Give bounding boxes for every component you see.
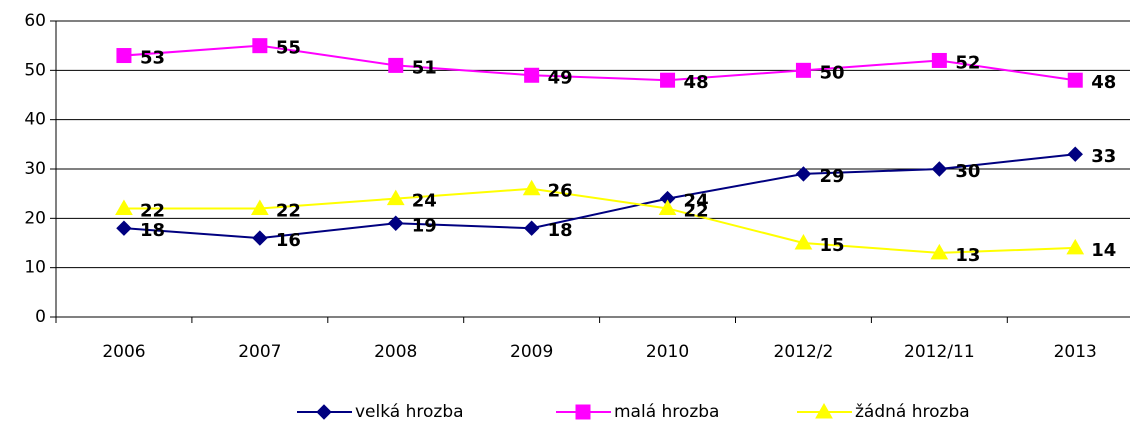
marker (575, 404, 591, 420)
data-label: 22 (140, 200, 165, 221)
data-label: 55 (276, 38, 301, 59)
marker (252, 230, 268, 246)
marker (523, 220, 540, 236)
marker (658, 199, 677, 215)
data-label: 19 (412, 215, 437, 236)
marker (116, 48, 132, 64)
marker (795, 166, 812, 182)
y-tick-label: 20 (24, 208, 46, 228)
marker (116, 220, 132, 236)
marker (316, 404, 332, 420)
marker (250, 199, 269, 215)
marker (794, 233, 813, 250)
data-label: 53 (140, 48, 165, 69)
data-label: 26 (548, 181, 573, 202)
x-tick-label: 2006 (102, 342, 145, 362)
data-label: 24 (684, 191, 709, 212)
data-label: 33 (1091, 146, 1116, 167)
marker (1067, 72, 1083, 88)
marker (1066, 238, 1085, 255)
data-label: 29 (819, 166, 844, 187)
series-line (123, 44, 1076, 82)
y-tick-label: 50 (24, 60, 46, 80)
marker (815, 402, 833, 419)
data-label: 18 (140, 220, 165, 241)
data-label: 18 (548, 220, 573, 241)
data-label: 16 (276, 230, 301, 251)
legend-label: velká hrozba (355, 402, 464, 422)
legend-label: žádná hrozba (855, 402, 970, 422)
marker (522, 179, 541, 196)
x-tick-label: 2007 (238, 342, 281, 362)
marker (524, 67, 540, 83)
marker (931, 52, 947, 68)
data-label: 48 (684, 72, 709, 93)
data-label: 48 (1091, 72, 1116, 93)
marker (930, 243, 949, 260)
x-tick-label: 2009 (510, 342, 553, 362)
x-tick-label: 2013 (1054, 342, 1097, 362)
y-tick-label: 40 (24, 110, 46, 130)
marker (660, 72, 676, 88)
y-tick-label: 10 (24, 258, 46, 278)
data-label: 14 (1091, 240, 1116, 261)
data-label: 51 (412, 57, 437, 78)
y-tick-label: 0 (35, 307, 46, 327)
marker (115, 199, 133, 215)
data-label: 22 (276, 200, 301, 221)
marker (931, 161, 948, 177)
legend-label: malá hrozba (614, 402, 719, 422)
y-tick-label: 60 (24, 11, 46, 31)
data-label: 52 (955, 52, 980, 73)
data-label: 30 (955, 161, 980, 182)
data-label: 15 (819, 235, 844, 256)
data-label: 24 (412, 191, 437, 212)
x-tick-label: 2010 (646, 342, 689, 362)
data-label: 22 (684, 200, 709, 221)
x-tick-label: 2012/2 (774, 342, 834, 362)
x-tick-label: 2012/11 (904, 342, 975, 362)
marker (252, 38, 268, 54)
data-label: 13 (955, 245, 980, 266)
x-tick-label: 2008 (374, 342, 417, 362)
data-label: 49 (548, 67, 573, 88)
marker (386, 189, 405, 206)
y-tick-label: 30 (24, 159, 46, 179)
marker (1067, 146, 1083, 162)
marker (795, 62, 811, 78)
series-line (123, 187, 1076, 254)
data-label: 50 (819, 62, 844, 83)
marker (388, 57, 404, 73)
series-line (123, 153, 1076, 240)
marker (388, 215, 404, 231)
